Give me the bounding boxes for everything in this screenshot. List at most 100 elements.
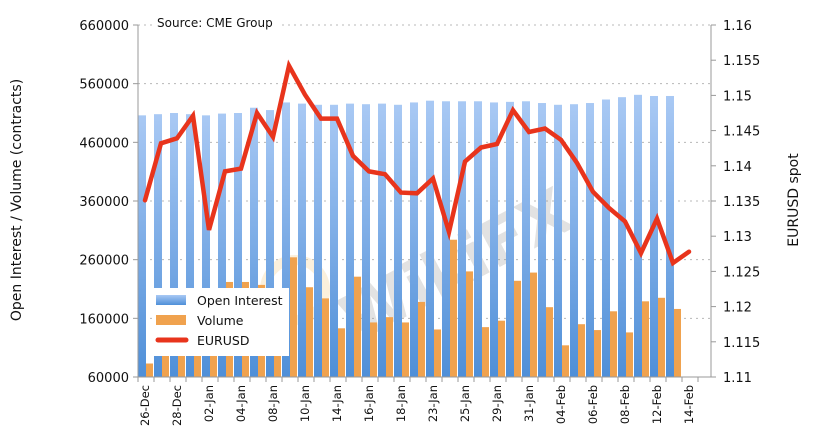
- open-interest-bar: [458, 101, 466, 378]
- legend-label-eurusd: EURUSD: [197, 333, 249, 348]
- volume-bar: [386, 317, 393, 377]
- open-interest-bar: [570, 104, 578, 377]
- right-tick-label: 1.135: [723, 195, 760, 210]
- volume-bar: [674, 308, 681, 377]
- volume-bar: [370, 322, 377, 377]
- open-interest-bar: [522, 101, 530, 378]
- volume-bar: [146, 363, 153, 377]
- x-tick-label: 18-Jan: [394, 385, 408, 422]
- volume-bar: [482, 327, 489, 377]
- right-tick-label: 1.115: [723, 336, 760, 351]
- open-interest-bar: [554, 104, 562, 377]
- open-interest-bar: [650, 95, 658, 377]
- volume-bar: [354, 276, 361, 377]
- right-axis-ticks: 1.16 1.155 1.15 1.145 1.14 1.135 1.13 1.125 1.12…: [711, 19, 760, 386]
- volume-bar: [530, 272, 537, 377]
- open-interest-bar: [186, 114, 194, 377]
- left-axis-title: Open Interest / Volume (contracts): [9, 79, 25, 321]
- x-tick-label: 14-Jan: [330, 385, 344, 422]
- volume-bar: [498, 320, 505, 377]
- volume-bar: [642, 301, 649, 377]
- volume-bar: [594, 330, 601, 377]
- source-bg: [154, 14, 278, 32]
- left-tick-label: 60000: [88, 371, 129, 386]
- volume-bar: [306, 287, 313, 377]
- right-tick-label: 1.15: [723, 89, 752, 104]
- volume-bar: [402, 322, 409, 377]
- open-interest-bar: [426, 100, 434, 378]
- open-interest-bar: [362, 104, 370, 377]
- open-interest-bar: [410, 102, 418, 377]
- open-interest-bar: [202, 115, 210, 377]
- x-tick-label: 02-Jan: [202, 385, 216, 422]
- open-interest-bar: [346, 103, 354, 377]
- open-interest-bar: [666, 95, 674, 377]
- eurusd-line-group: [142, 59, 692, 267]
- x-tick-label: 26-Dec: [138, 385, 152, 426]
- x-tick-label: 06-Feb: [586, 385, 600, 424]
- open-interest-bar: [282, 102, 290, 377]
- right-tick-label: 1.145: [723, 125, 760, 140]
- right-tick-label: 1.16: [723, 19, 752, 34]
- right-tick-label: 1.155: [723, 54, 760, 69]
- volume-bar: [610, 311, 617, 377]
- volume-bar: [466, 271, 473, 377]
- volume-bar: [338, 328, 345, 377]
- right-tick-label: 1.14: [723, 160, 752, 175]
- x-tick-label: 14-Feb: [682, 385, 696, 424]
- open-interest-bar: [442, 101, 450, 378]
- volume-bar: [290, 257, 297, 377]
- left-tick-label: 460000: [79, 136, 129, 151]
- left-tick-label: 260000: [79, 254, 129, 269]
- x-tick-label: 31-Jan: [522, 385, 536, 422]
- right-axis-title: EURUSD spot: [786, 153, 802, 247]
- right-tick-label: 1.13: [723, 230, 752, 245]
- volume-bar: [658, 297, 665, 377]
- open-interest-bar: [138, 115, 146, 377]
- legend-swatch-volume: [156, 315, 186, 325]
- open-interest-bar: [154, 114, 162, 377]
- open-interest-bar: [298, 103, 306, 377]
- x-tick-label: 25-Jan: [458, 385, 472, 422]
- open-interest-bar: [234, 113, 242, 377]
- x-tick-label: 10-Jan: [298, 385, 312, 422]
- x-tick-label: 23-Jan: [426, 385, 440, 422]
- left-tick-label: 360000: [79, 195, 129, 210]
- volume-bar: [514, 280, 521, 377]
- open-interest-bar: [378, 103, 386, 377]
- legend-swatch-open-interest: [156, 295, 186, 305]
- open-interest-bar: [490, 102, 498, 377]
- volume-bar: [450, 239, 457, 377]
- source-annotation: Source: CME Group: [157, 16, 273, 30]
- left-tick-label: 660000: [79, 19, 129, 34]
- volume-bar: [562, 345, 569, 377]
- volume-bar: [210, 355, 217, 377]
- x-tick-label: 28-Dec: [170, 385, 184, 426]
- open-interest-bar: [474, 101, 482, 378]
- x-tick-label: 04-Jan: [234, 385, 248, 422]
- volume-bar: [418, 301, 425, 377]
- open-interest-bars: [138, 94, 674, 378]
- open-interest-bar: [634, 94, 642, 378]
- legend: Open Interest Volume EURUSD: [153, 288, 289, 356]
- open-interest-bar: [618, 97, 626, 377]
- open-interest-bar: [266, 110, 274, 378]
- open-interest-bar: [314, 104, 322, 377]
- x-tick-label: 29-Jan: [490, 385, 504, 422]
- open-interest-bar: [602, 99, 610, 378]
- x-tick-label: 08-Jan: [266, 385, 280, 422]
- volume-bar: [546, 307, 553, 377]
- open-interest-bar: [586, 103, 594, 377]
- legend-label-volume: Volume: [197, 313, 244, 328]
- x-axis-ticks: 26-Dec 28-Dec 02-Jan 04-Jan 08-Jan 10-Jan 14-J…: [137, 377, 699, 426]
- left-tick-label: 560000: [79, 78, 129, 93]
- x-tick-label: 04-Feb: [554, 385, 568, 424]
- right-tick-label: 1.12: [723, 301, 752, 316]
- legend-label-open-interest: Open Interest: [197, 293, 283, 308]
- open-interest-bar: [506, 101, 514, 377]
- open-interest-bar: [394, 104, 402, 377]
- right-tick-label: 1.11: [723, 371, 752, 386]
- left-axis-ticks: 660000 560000 460000 360000 260000 160000 6000…: [79, 19, 138, 386]
- x-tick-label: 16-Jan: [362, 385, 376, 422]
- x-tick-label: 12-Feb: [650, 385, 664, 424]
